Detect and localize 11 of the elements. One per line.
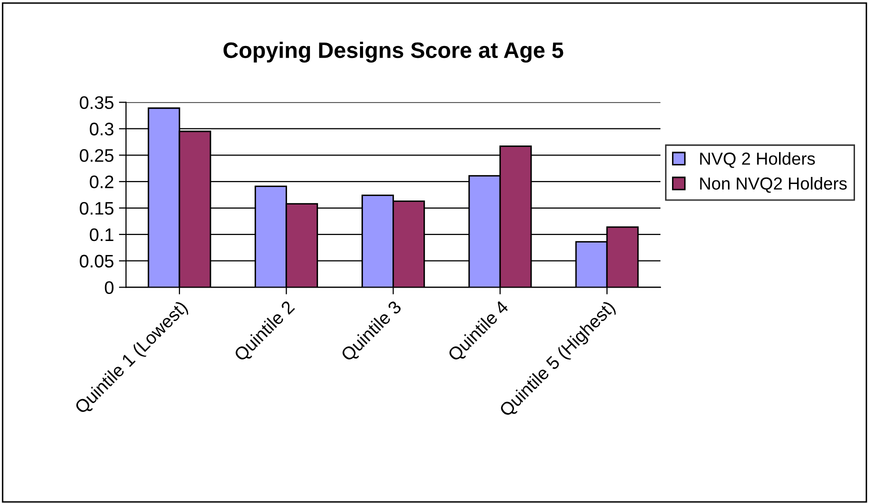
y-tick-label: 0.05 <box>80 254 114 268</box>
y-tick-label: 0.2 <box>90 176 114 188</box>
y-tick-label: 0.25 <box>80 149 114 162</box>
legend-label: NVQ 2 Holders <box>700 152 815 168</box>
y-tick-label: 0.3 <box>90 122 114 136</box>
y-tick-label: 0.15 <box>80 202 114 215</box>
y-tick-label: 0.1 <box>90 228 114 242</box>
y-tick-label: 0 <box>104 281 114 294</box>
chart-title: Copying Designs Score at Age 5 <box>224 42 564 63</box>
legend-label: Non NVQ2 Holders <box>700 176 847 193</box>
y-tick-label: 0.35 <box>80 96 114 110</box>
